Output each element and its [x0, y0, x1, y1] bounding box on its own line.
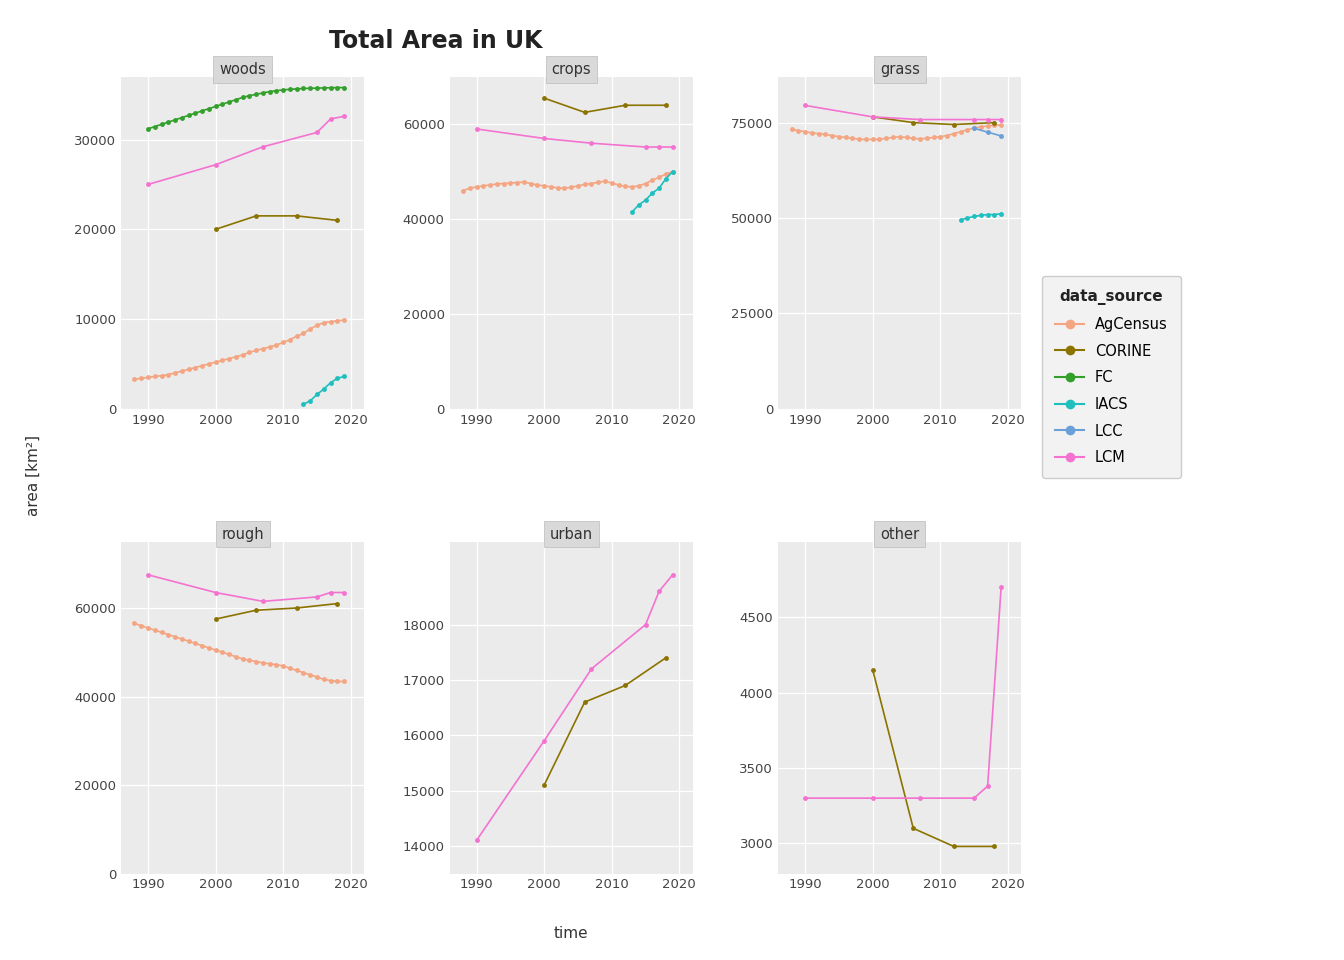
Legend: AgCensus, CORINE, FC, IACS, LCC, LCM: AgCensus, CORINE, FC, IACS, LCC, LCM: [1042, 276, 1180, 478]
Text: woods: woods: [219, 61, 266, 77]
Text: crops: crops: [551, 61, 591, 77]
Text: Total Area in UK: Total Area in UK: [329, 29, 543, 53]
Text: grass: grass: [880, 61, 919, 77]
Text: time: time: [554, 925, 589, 941]
Text: other: other: [880, 527, 919, 541]
Text: urban: urban: [550, 527, 593, 541]
Text: rough: rough: [222, 527, 263, 541]
Text: area [km²]: area [km²]: [26, 435, 42, 516]
